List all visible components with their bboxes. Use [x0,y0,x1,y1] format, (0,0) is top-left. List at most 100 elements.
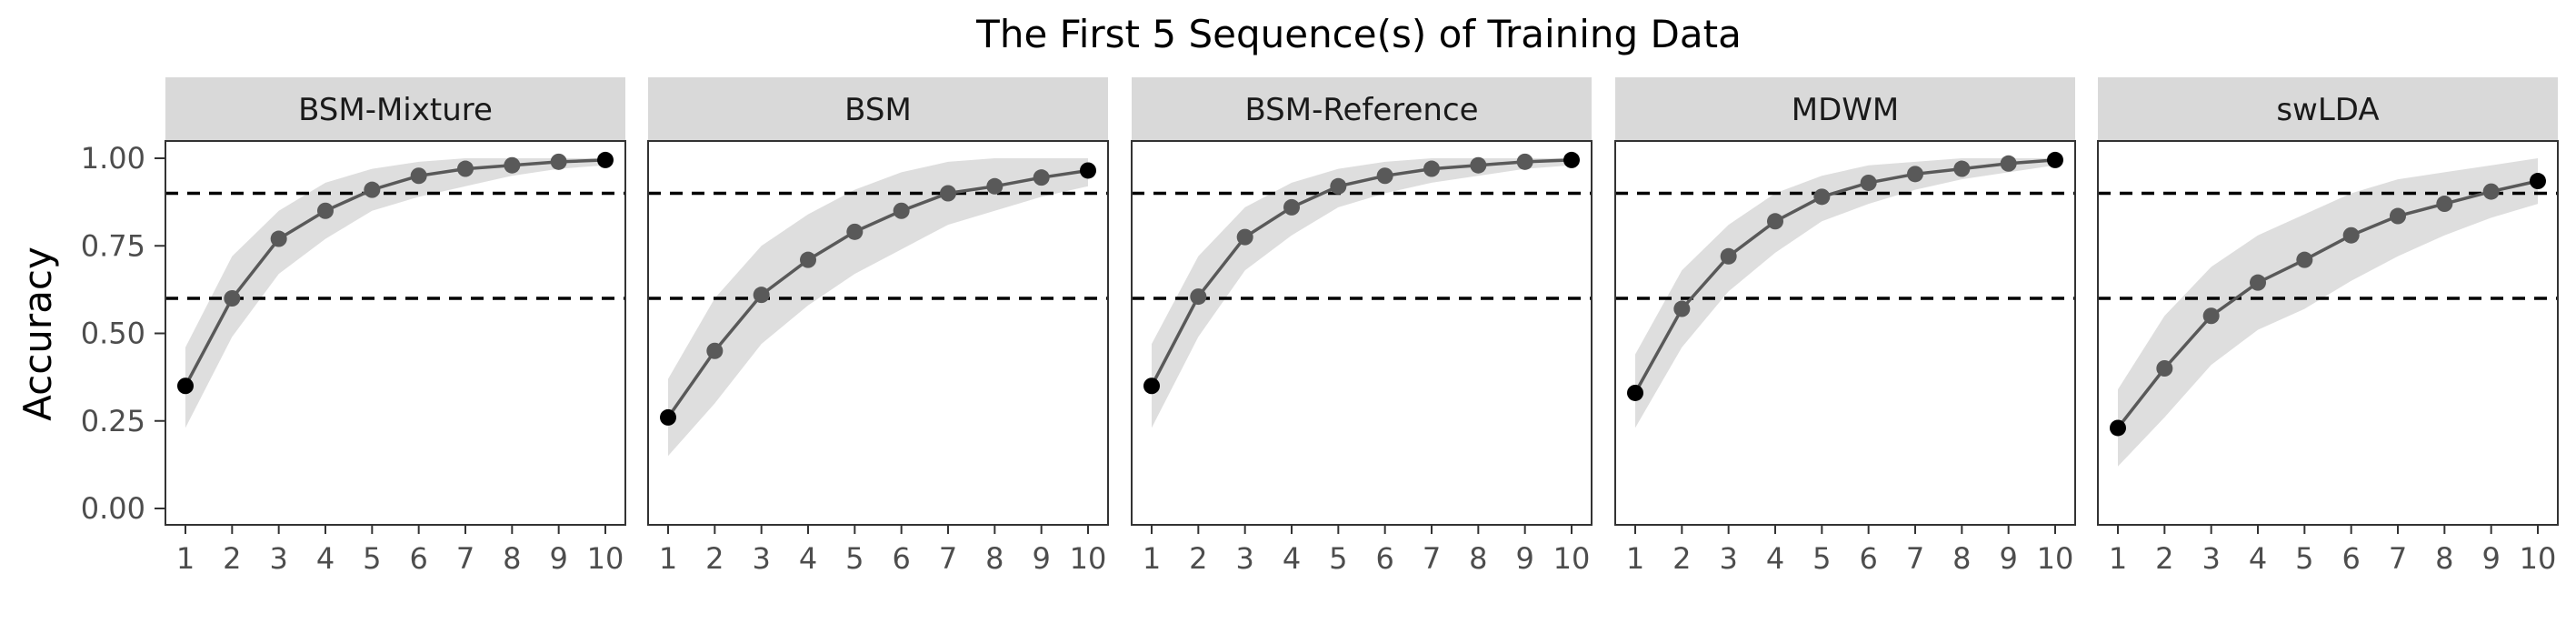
x-tick-label: 5 [845,541,864,576]
x-tick-label: 6 [892,541,910,576]
data-point [2047,151,2063,168]
data-point [177,377,194,395]
data-point [1143,377,1160,395]
panel-border [2097,140,2559,526]
strip-label: BSM-Mixture [298,92,493,128]
data-point [1860,174,1877,191]
data-point [800,251,816,268]
data-point [2390,207,2406,225]
data-point [410,167,427,185]
data-point [2436,196,2453,213]
data-point [1330,177,1347,195]
series-line [184,158,606,387]
data-point [893,202,910,219]
strip-label: BSM-Reference [1244,92,1478,128]
x-tick-label: 6 [1859,541,1877,576]
data-point [706,342,724,359]
x-tick-label: 1 [659,541,677,576]
strip-label: MDWM [1792,92,1899,128]
x-tick-label: 7 [2389,541,2407,576]
x-tick-label: 4 [2249,541,2267,576]
y-tick-label: 0.75 [81,228,145,263]
data-point [2202,307,2220,325]
x-tick-label: 8 [503,541,521,576]
data-point [986,177,1003,195]
data-point [2110,419,2126,437]
x-tick-label: 6 [2341,541,2360,576]
data-point [2482,183,2500,200]
data-point [1376,167,1393,185]
x-tick-label: 10 [2520,541,2557,576]
x-tick-label: 10 [587,541,624,576]
data-point [846,223,864,240]
panel-swlda: swLDA 1 2 3 4 5 6 7 8 9 10 [2097,77,2559,576]
panel-border [1614,140,2076,526]
confidence-ribbon [1152,158,1572,428]
x-tick-label: 3 [2202,541,2220,576]
data-point [1953,160,1971,177]
x-tick-label: 4 [799,541,817,576]
x-tick-label: 2 [223,541,241,576]
x-tick-label: 8 [1952,541,1971,576]
panel-mdwm: MDWM 1 2 3 4 5 6 7 8 9 10 [1614,77,2076,576]
x-tick-label: 10 [1070,541,1107,576]
x-tick-label: 5 [363,541,381,576]
data-point [1470,156,1487,174]
x-tick-label: 4 [316,541,334,576]
y-tick-label: 0.00 [81,491,145,526]
x-tick-label: 9 [549,541,567,576]
x-tick-label: 10 [2037,541,2074,576]
data-point [2250,274,2266,291]
data-point [1190,288,1207,306]
x-tick-label: 1 [1626,541,1644,576]
data-point [1516,153,1533,170]
y-axis-title: Accuracy [15,247,60,421]
x-tick-label: 1 [176,541,195,576]
x-tick-label: 5 [2295,541,2313,576]
x-tick-label: 3 [1719,541,1737,576]
confidence-ribbon [185,158,605,428]
strip-background [1615,77,2075,141]
y-tick-label: 0.25 [81,404,145,438]
x-tick-label: 7 [1906,541,1924,576]
strip-label: swLDA [2276,92,2379,128]
x-tick-label: 1 [2109,541,2127,576]
data-point [753,287,770,304]
x-tick-label: 8 [2435,541,2453,576]
strip-background [2098,77,2558,141]
data-point [1563,151,1580,168]
x-tick-label: 5 [1812,541,1831,576]
x-tick-label: 4 [1766,541,1784,576]
x-tick-label: 3 [1235,541,1253,576]
x-tick-label: 1 [1143,541,1161,576]
panel-bsm-reference: BSM-Reference 1 2 3 4 5 6 7 8 9 10 [1131,77,1593,576]
x-tick-label: 8 [985,541,1003,576]
data-point [1236,228,1253,246]
data-point [1033,169,1050,186]
x-tick-label: 4 [1283,541,1301,576]
data-point [457,160,474,177]
strip-background [165,77,625,141]
data-point [1720,247,1737,265]
chart-title: The First 5 Sequence(s) of Training Data [975,12,1742,56]
x-tick-label: 2 [1672,541,1691,576]
x-tick-label: 7 [1423,541,1441,576]
strip-label: BSM [844,92,912,128]
data-point [2156,360,2173,377]
data-point [2296,251,2313,268]
data-point [270,230,287,247]
data-point [317,202,334,219]
data-point [2530,173,2546,190]
x-tick-label: 10 [1553,541,1591,576]
confidence-ribbon [2118,158,2538,467]
strip-background [1132,77,1592,141]
data-point [597,151,614,168]
data-point [364,181,381,198]
x-tick-label: 3 [269,541,287,576]
data-point [1627,384,1643,401]
x-tick-label: 9 [1999,541,2017,576]
data-point [660,408,676,426]
data-point [1423,160,1440,177]
